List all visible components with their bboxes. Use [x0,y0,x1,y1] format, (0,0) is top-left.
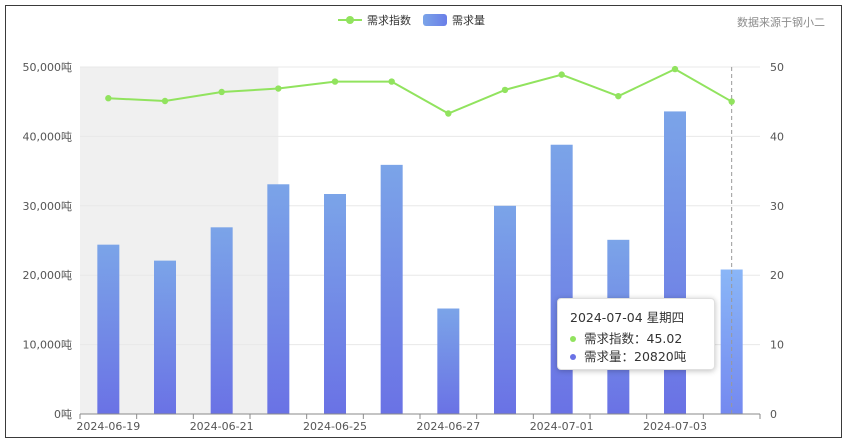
tooltip-volume-text: 需求量：20820吨 [584,349,687,364]
y-left-tick-label: 20,000吨 [23,269,73,282]
legend-volume-label: 需求量 [452,14,485,27]
x-tick-label: 2024-07-01 [530,420,594,433]
volume-bar [380,164,403,414]
volume-bar [550,144,573,414]
source-note: 数据来源于钢小二 [737,16,825,29]
index-point [671,65,679,73]
legend-line-marker [338,13,362,27]
index-point [105,95,112,102]
volume-bar [324,194,346,414]
index-point [218,88,225,96]
y-right-tick-label: 20 [770,269,784,282]
y-right-tick-label: 0 [770,408,777,421]
volume-bar [494,205,516,414]
index-point [161,97,169,105]
legend-item-index[interactable]: 需求指数 [338,12,411,28]
index-line [108,67,733,115]
index-point [615,92,622,100]
legend-index-label: 需求指数 [367,14,411,27]
tooltip: 2024-07-04 星期四 需求指数：45.02 需求量：20820吨 [557,298,715,370]
index-point [558,71,565,78]
x-tick-label: 2024-07-03 [643,420,707,433]
legend-item-volume[interactable]: 需求量 [423,12,485,28]
index-point [275,85,282,92]
tooltip-index-text: 需求指数：45.02 [584,331,683,346]
tooltip-volume-row: 需求量：20820吨 [570,348,702,366]
x-tick-label: 2024-06-21 [190,420,254,433]
y-left-tick-label: 30,000吨 [23,200,73,213]
volume-bar [97,244,120,414]
tooltip-index-row: 需求指数：45.02 [570,330,702,348]
tooltip-title: 2024-07-04 星期四 [570,310,685,325]
volume-bar [154,260,176,414]
index-point [445,110,452,117]
index-point [501,86,509,94]
y-right-tick-label: 50 [770,61,784,74]
chart-frame [5,5,842,438]
index-point [331,78,339,85]
y-left-tick-label: 0吨 [54,408,72,421]
y-right-tick-label: 40 [770,130,784,143]
volume-bar [437,308,460,414]
x-tick-label: 2024-06-19 [76,420,140,433]
tooltip-index-dot [570,336,576,342]
y-right-tick-label: 30 [770,200,784,213]
volume-bar [267,184,290,414]
x-tick-label: 2024-06-27 [416,420,480,433]
index-point [388,78,395,85]
volume-bar [210,227,233,414]
y-left-tick-label: 40,000吨 [23,130,73,143]
legend: 需求指数 需求量 [338,12,497,28]
y-left-tick-label: 10,000吨 [23,339,73,352]
tooltip-volume-dot [570,354,576,360]
y-right-tick-label: 10 [770,339,784,352]
x-tick-label: 2024-06-25 [303,420,367,433]
legend-bar-marker [423,14,447,26]
index-point [728,98,735,105]
y-left-tick-label: 50,000吨 [23,61,73,74]
